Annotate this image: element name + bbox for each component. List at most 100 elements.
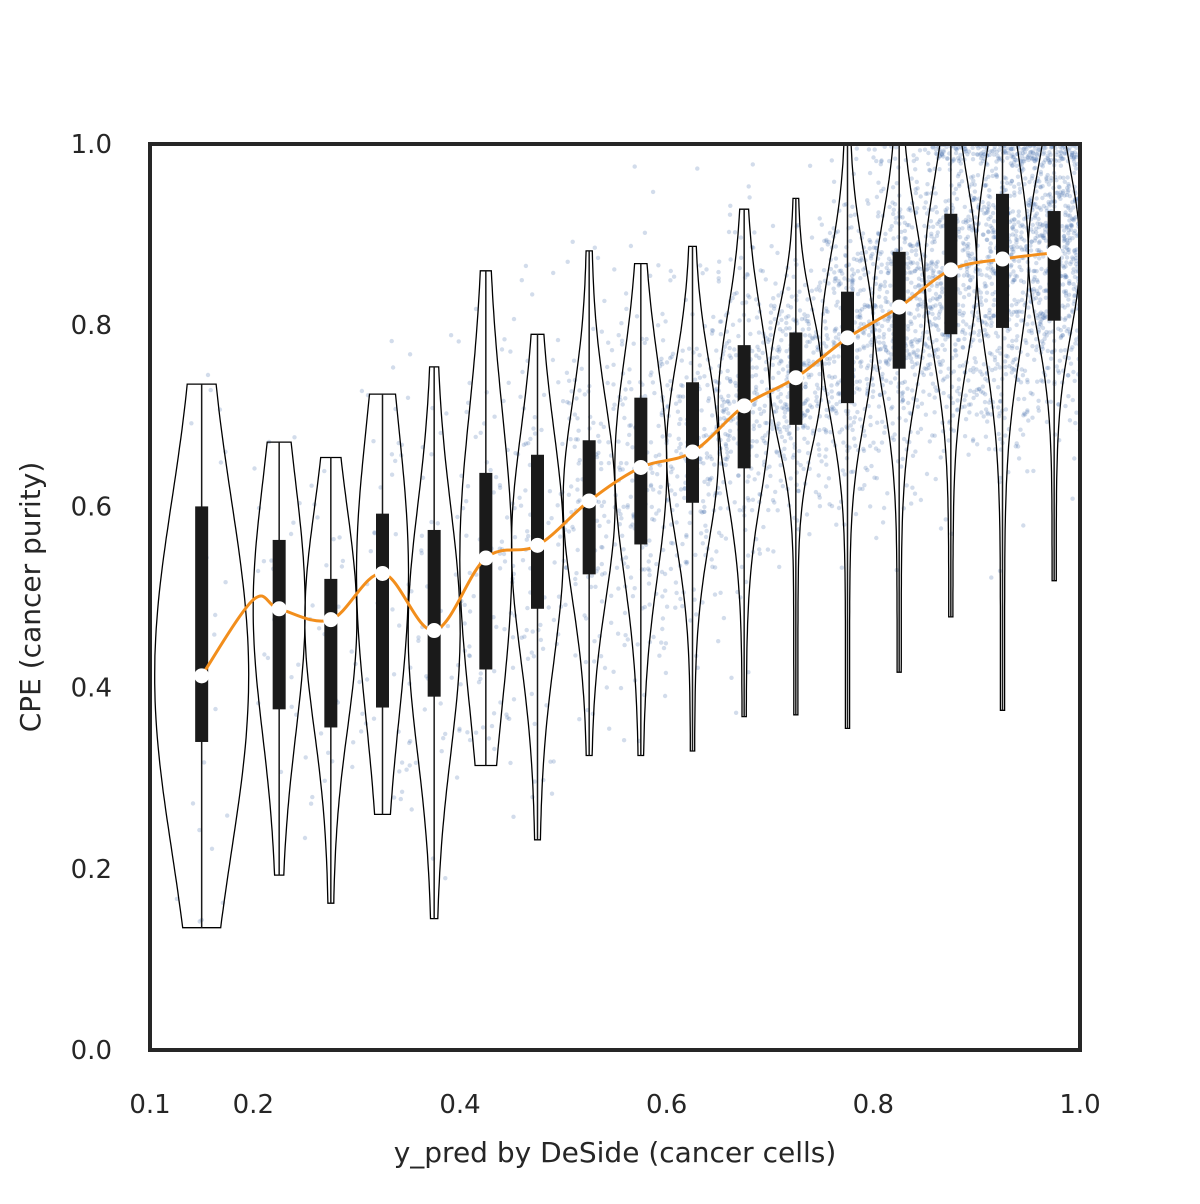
scatter-point [982,399,988,405]
scatter-point [920,304,925,309]
violin-outline [769,197,823,716]
scatter-point [1025,352,1030,357]
scatter-point [951,369,957,374]
scatter-point [560,441,565,447]
scatter-point [916,313,922,318]
scatter-point [902,240,907,245]
scatter-point [879,440,885,445]
scatter-point [966,273,972,279]
scatter-point [955,398,960,403]
scatter-point [1048,178,1054,183]
scatter-point [569,484,574,489]
scatter-point [900,380,905,386]
scatter-point [1071,267,1076,272]
scatter-point [522,634,527,639]
median-markers [194,245,1062,684]
scatter-point [991,271,996,276]
scatter-point [520,558,526,563]
scatter-point [979,410,984,415]
scatter-point [1008,272,1013,277]
scatter-point [803,412,808,418]
scatter-point [1063,289,1069,294]
scatter-point [931,268,936,273]
scatter-point [800,424,806,429]
scatter-point [550,357,556,363]
scatter-point [1064,328,1070,334]
scatter-point [519,635,524,640]
scatter-point [829,408,835,413]
scatter-point [986,229,991,235]
scatter-point [918,194,923,199]
scatter-point [662,693,668,699]
scatter-point [990,210,996,216]
scatter-point [457,728,462,733]
scatter-point [964,269,970,275]
scatter-point [745,271,750,277]
scatter-point [824,239,829,244]
scatter-point [569,389,574,394]
scatter-point [759,379,765,384]
scatter-point [834,411,839,416]
scatter-point [980,232,986,237]
scatter-point [930,262,935,267]
scatter-point [1036,240,1042,245]
scatter-point [836,332,842,337]
scatter-point [974,367,979,372]
scatter-point [462,602,467,608]
scatter-point [941,390,946,396]
scatter-point [1006,150,1011,156]
scatter-point [728,203,733,208]
violin-outline [304,456,358,904]
scatter-point [1048,195,1054,200]
scatter-point [884,289,890,295]
scatter-point [757,423,762,429]
scatter-point [822,319,828,324]
scatter-point [577,388,582,393]
scatter-point [1006,343,1011,349]
scatter-point [473,434,478,440]
scatter-point [1040,346,1045,351]
scatter-point [316,626,322,631]
scatter-point [647,568,652,573]
scatter-point [609,620,614,625]
scatter-point [985,411,990,417]
scatter-point [881,186,886,191]
scatter-point [465,484,471,489]
scatter-point [800,327,805,332]
scatter-point [968,224,974,229]
scatter-point [1064,225,1069,230]
scatter-point [905,276,910,282]
scatter-point [1030,222,1036,228]
scatter-point [1044,309,1049,314]
scatter-point [991,302,996,308]
scatter-point [913,268,918,273]
scatter-point [1069,151,1075,156]
scatter-point [884,361,889,366]
scatter-point [625,637,630,642]
scatter-point [1009,244,1014,250]
scatter-point [609,348,615,353]
scatter-point [831,199,837,204]
scatter-point [975,152,981,157]
scatter-point [879,250,884,255]
scatter-point [611,382,616,387]
scatter-point [965,219,970,224]
scatter-point [854,146,859,151]
scatter-point [808,268,814,273]
scatter-point [963,417,969,422]
scatter-point [961,310,966,316]
scatter-point [606,440,611,445]
scatter-point [573,581,578,587]
scatter-point [1002,175,1007,180]
scatter-point [614,565,620,570]
scatter-point [829,389,834,394]
scatter-point [669,470,674,475]
scatter-point [599,461,604,466]
scatter-point [289,675,294,680]
scatter-point [657,463,663,468]
scatter-point [785,303,791,308]
scatter-point [910,339,915,344]
scatter-point [716,530,722,535]
scatter-point [823,326,829,331]
median-marker [685,444,700,460]
